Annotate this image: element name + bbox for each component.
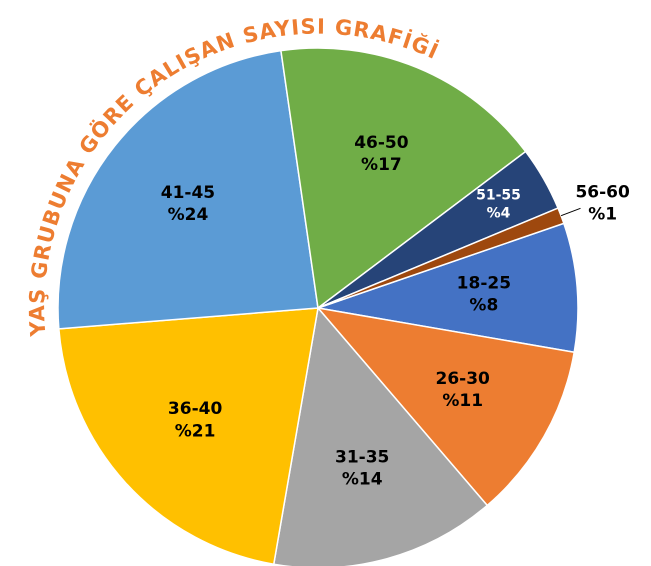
slice-category-label: 41-45 xyxy=(161,183,215,203)
slice-value-label: %8 xyxy=(469,296,498,316)
pie-slice xyxy=(316,306,576,507)
slice-value-label: %17 xyxy=(361,155,402,175)
pie-slice xyxy=(272,306,489,566)
slice-category-label: 31-35 xyxy=(335,447,389,467)
slice-category-label: 56-60 xyxy=(575,183,630,203)
slice-category-label: 51-55 xyxy=(476,188,521,204)
slice-value-label: %1 xyxy=(588,205,617,225)
slice-category-label: 18-25 xyxy=(457,274,511,294)
pie-slice xyxy=(57,49,319,330)
pie-slice xyxy=(58,307,319,566)
slice-value-label: %14 xyxy=(342,469,383,489)
slice-category-label: 36-40 xyxy=(168,399,223,419)
pie-slice xyxy=(280,47,527,310)
slice-value-label: %11 xyxy=(442,391,483,411)
slice-category-label: 46-50 xyxy=(354,133,409,153)
leader-line xyxy=(560,207,581,217)
slice-value-label: %4 xyxy=(487,206,511,222)
pie-slice xyxy=(317,222,579,354)
slice-value-label: %24 xyxy=(168,205,209,225)
slice-category-label: 26-30 xyxy=(435,369,490,389)
slice-value-label: %21 xyxy=(175,421,216,441)
